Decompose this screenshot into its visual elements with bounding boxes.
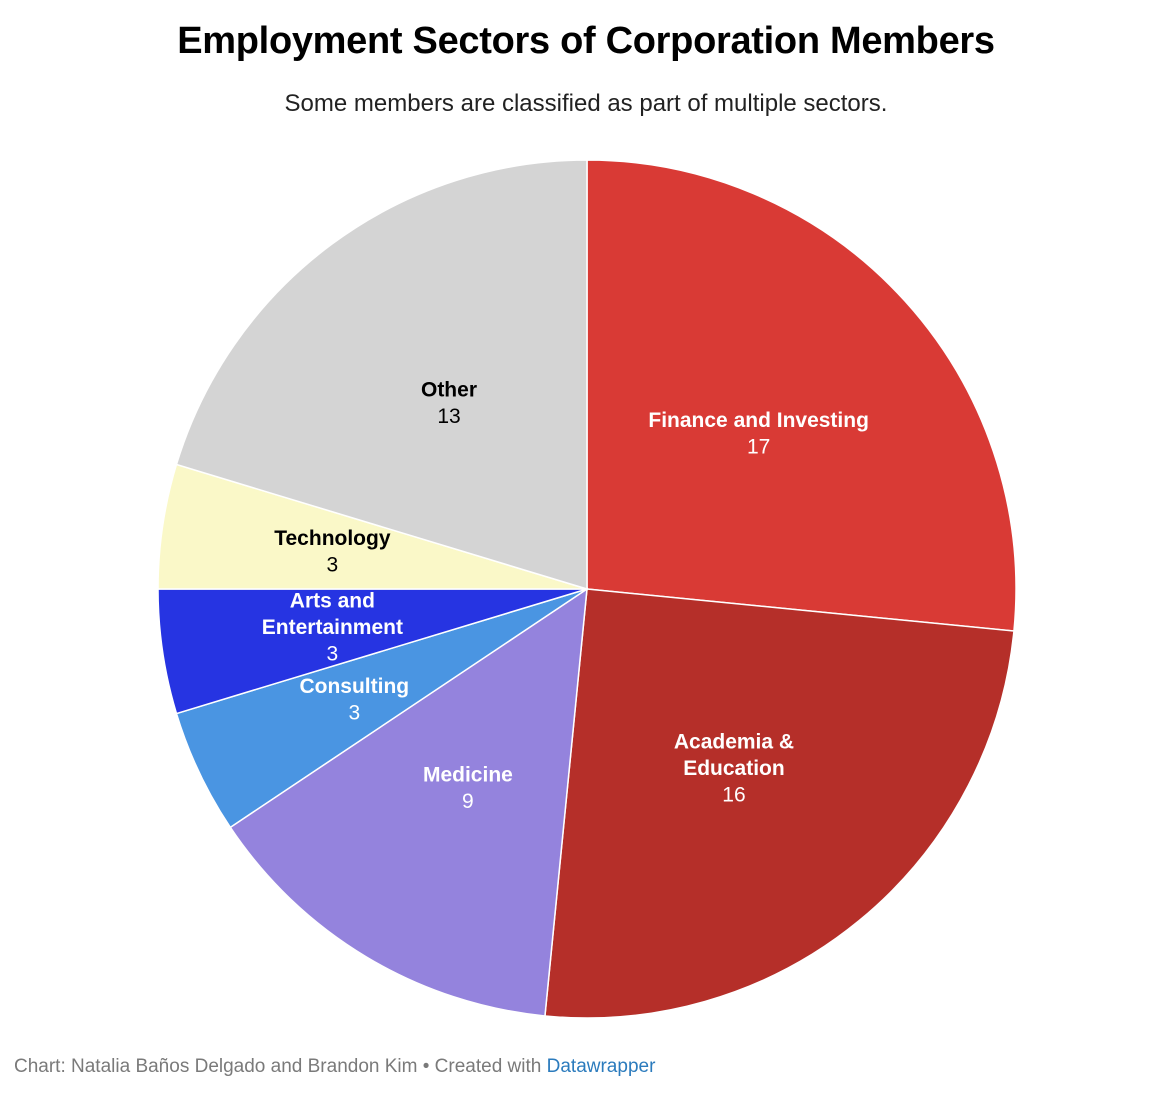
slice-label: Education xyxy=(683,757,785,780)
slice-value: 13 xyxy=(437,405,460,428)
slice-label-group-finance-and-investing: Finance and Investing 17 xyxy=(648,409,869,459)
slice-label: Finance and Investing xyxy=(648,409,869,432)
slice-value: 3 xyxy=(348,701,360,724)
slice-label: Technology xyxy=(274,527,391,550)
slice-label: Arts and xyxy=(290,589,375,612)
slice-label: Medicine xyxy=(423,763,513,786)
slice-label: Academia & xyxy=(674,731,794,754)
slice-label: Consulting xyxy=(299,675,409,698)
datawrapper-link[interactable]: Datawrapper xyxy=(546,1056,656,1077)
pie-slice-academia-and-education[interactable] xyxy=(544,588,1015,1019)
slice-label-group-consulting: Consulting 3 xyxy=(299,675,409,725)
slice-label: Other xyxy=(421,379,477,402)
footer-credit: Chart: Natalia Baños Delgado and Brandon… xyxy=(14,1056,547,1077)
slice-value: 16 xyxy=(722,784,745,807)
chart-subtitle: Some members are classified as part of m… xyxy=(284,90,888,117)
slice-value: 17 xyxy=(747,436,770,459)
slice-value: 3 xyxy=(327,553,339,576)
slice-value: 3 xyxy=(327,642,339,665)
slice-label-group-academia-and-education: Academia & Education 16 xyxy=(674,731,794,807)
slice-label: Entertainment xyxy=(262,616,403,639)
pie-slice-medicine[interactable] xyxy=(229,587,588,1017)
slice-label-group-technology: Technology 3 xyxy=(274,527,391,577)
chart-footer: Chart: Natalia Baños Delgado and Brandon… xyxy=(14,1056,655,1078)
slice-label-group-other: Other 13 xyxy=(421,379,477,429)
chart-title: Employment Sectors of Corporation Member… xyxy=(177,20,995,62)
pie-chart: Finance and Investing 17 Academia & Educati… xyxy=(157,159,1017,1019)
pie-slice-other[interactable] xyxy=(175,159,588,591)
slice-label-group-medicine: Medicine 9 xyxy=(423,763,513,813)
slice-label-group-arts-and-entertainment: Arts and Entertainment 3 xyxy=(262,589,403,665)
pie-slice-finance-and-investing[interactable] xyxy=(586,159,1017,632)
slice-value: 9 xyxy=(462,790,474,813)
